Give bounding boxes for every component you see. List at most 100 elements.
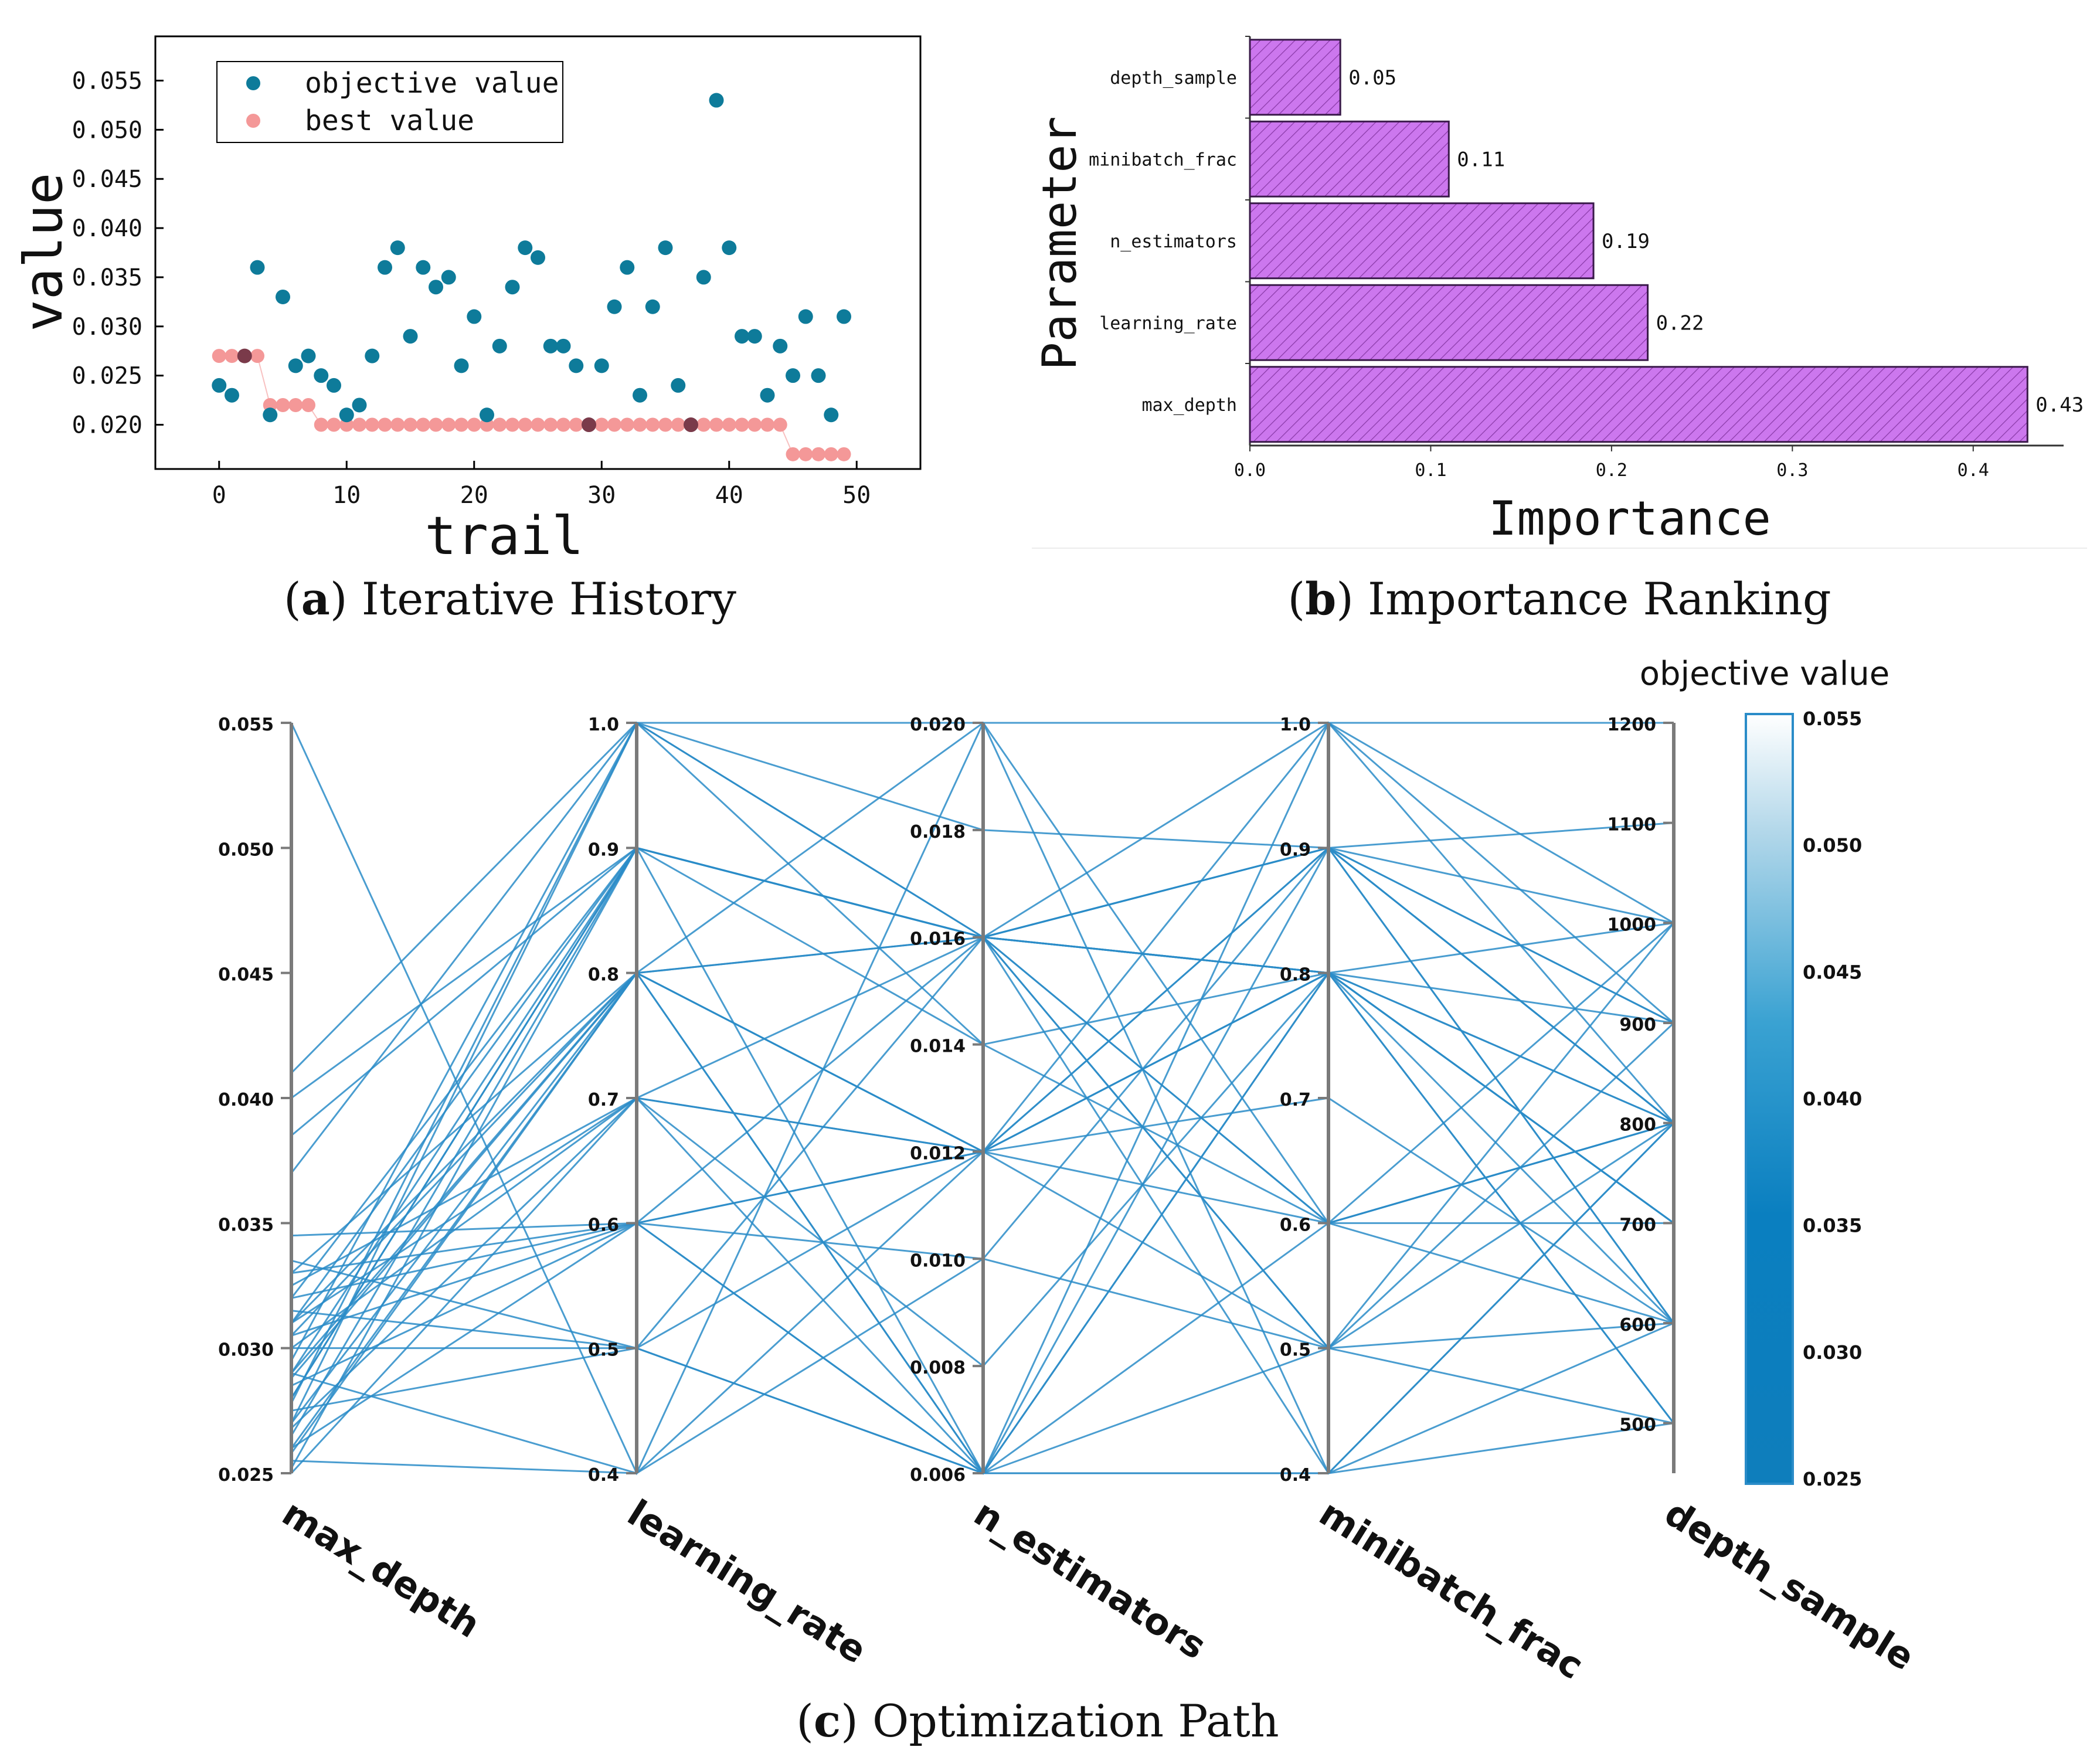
bar-value-label: 0.19 — [1602, 230, 1650, 253]
best-value-point — [760, 417, 774, 432]
colorbar-tick-label: 0.055 — [1803, 708, 1862, 730]
bar-category-label: depth_sample — [1110, 68, 1237, 89]
best-value-point — [441, 417, 456, 432]
c-tick-label: 0.8 — [588, 965, 619, 985]
objective-value-point — [225, 388, 239, 403]
colorbar-title: objective value — [1640, 655, 1890, 693]
colorbar-tick-label: 0.040 — [1803, 1088, 1862, 1110]
panel-a-plot-frame — [154, 35, 922, 470]
legend-label-best-value: best value — [305, 104, 474, 137]
objective-value-point — [696, 270, 711, 285]
c-tick-label: 0.7 — [588, 1090, 619, 1110]
objective-value-point — [416, 260, 431, 275]
a-ytick-label: 0.020 — [72, 412, 142, 439]
bar-category-label: n_estimators — [1110, 232, 1237, 252]
best-value-point — [747, 417, 762, 432]
c-tick-label: 1000 — [1608, 915, 1657, 935]
panel-c-caption: (c) Optimization Path — [796, 1695, 1279, 1747]
panel-a-ylabel: value — [13, 173, 74, 332]
best-value-point — [288, 397, 303, 412]
best-value-point — [250, 349, 264, 363]
c-tick-label: 0.6 — [1280, 1215, 1311, 1235]
best-value-point — [824, 447, 838, 461]
c-tick-label: 0.014 — [910, 1036, 966, 1057]
objective-value-point — [429, 280, 443, 295]
c-tick-label: 0.012 — [910, 1143, 966, 1164]
c-tick-label: 700 — [1619, 1215, 1656, 1235]
a-ytick-label: 0.040 — [72, 215, 142, 242]
panel-a-caption: (a) Iterative History — [284, 573, 736, 625]
panel-b-importance-ranking: 0.05 depth_sample 0.11 minibatch_frac 0.19 n_… — [1032, 36, 2087, 625]
a-ytick-label: 0.050 — [72, 117, 142, 144]
objective-value-point — [747, 329, 762, 344]
a-xtick-label: 10 — [332, 482, 361, 509]
a-ytick-label: 0.025 — [72, 363, 142, 390]
a-xtick-label: 0 — [212, 482, 226, 509]
c-tick-label: 0.4 — [588, 1465, 619, 1486]
bar-depth-sample — [1249, 39, 1341, 116]
objective-value-point — [518, 240, 533, 256]
panel-b-caption: (b) Importance Ranking — [1287, 573, 1831, 625]
bar-value-label: 0.22 — [1656, 311, 1704, 335]
best-value-point — [314, 417, 328, 432]
best-value-point — [327, 417, 341, 432]
best-value-point — [454, 417, 468, 432]
objective-value-point — [441, 270, 456, 285]
c-tick-label: 0.050 — [218, 839, 274, 860]
best-value-point — [620, 417, 634, 432]
objective-value-point — [276, 289, 290, 304]
a-ytick-label: 0.035 — [72, 264, 142, 291]
best-value-point — [798, 447, 813, 461]
objective-value-point — [467, 309, 482, 324]
colorbar-tick-label: 0.025 — [1803, 1468, 1862, 1490]
best-value-point — [556, 417, 570, 432]
legend-label-objective-value: objective value — [305, 67, 559, 100]
c-tick-label: 0.5 — [1280, 1340, 1311, 1361]
bar-category-label: minibatch_frac — [1089, 149, 1237, 170]
a-ytick-label: 0.030 — [72, 314, 142, 341]
c-tick-label: 0.010 — [910, 1250, 966, 1271]
best-value-point — [492, 417, 507, 432]
colorbar-tick-label: 0.035 — [1803, 1215, 1862, 1237]
c-tick-label: 0.7 — [1280, 1090, 1311, 1110]
objective-value-point — [709, 93, 724, 108]
c-tick-label: 0.5 — [588, 1340, 619, 1361]
best-value-point — [811, 447, 825, 461]
c-tick-label: 0.018 — [910, 822, 966, 842]
c-tick-label: 0.030 — [218, 1340, 274, 1361]
bar-value-label: 0.11 — [1457, 148, 1505, 171]
c-tick-label: 0.008 — [910, 1358, 966, 1378]
a-ytick-label: 0.045 — [72, 166, 142, 193]
bar-value-label: 0.05 — [1348, 66, 1396, 90]
panel-a-xlabel: trail — [425, 505, 584, 567]
objective-value-point — [760, 388, 775, 403]
objective-value-point — [492, 338, 507, 354]
bar-category-label: max_depth — [1141, 395, 1237, 416]
best-value-point — [658, 417, 672, 432]
c-tick-label: 0.4 — [1280, 1465, 1311, 1486]
axis-name-label: max_depth — [275, 1491, 488, 1646]
best-value-point — [837, 447, 851, 461]
best-value-point — [671, 417, 685, 432]
colorbar-gradient — [1745, 713, 1794, 1485]
axis-name-label: n_estimators — [967, 1491, 1214, 1668]
objective-value-point — [658, 240, 673, 256]
objective-value-point — [352, 397, 367, 413]
colorbar-tick-label: 0.030 — [1803, 1341, 1862, 1364]
b-xtick-label: 0.4 — [1958, 460, 1989, 481]
panel-b-xlabel: Importance — [1489, 491, 1771, 546]
c-tick-label: 1200 — [1608, 715, 1657, 735]
c-tick-label: 0.9 — [1280, 839, 1311, 860]
legend-box — [216, 61, 563, 143]
objective-value-point — [824, 407, 839, 423]
bar-minibatch-frac — [1249, 120, 1450, 198]
b-xtick-label: 0.3 — [1776, 460, 1808, 481]
objective-value-point — [633, 388, 647, 403]
legend-marker-best-value — [246, 114, 260, 128]
best-value-point — [390, 417, 405, 432]
best-value-point — [569, 417, 583, 432]
best-value-point — [276, 397, 290, 412]
objective-value-point — [327, 378, 341, 393]
best-value-point — [786, 447, 800, 461]
a-xtick-label: 20 — [460, 482, 488, 509]
